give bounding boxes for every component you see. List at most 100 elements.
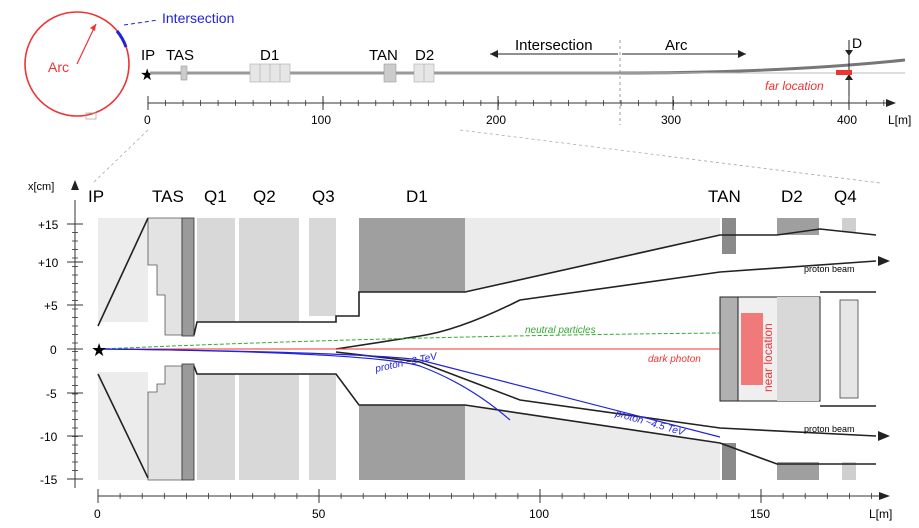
d1-lower	[359, 405, 465, 480]
q2-lower	[239, 374, 299, 480]
ring-arrow	[76, 23, 97, 65]
y-tick-p10: +10	[38, 256, 59, 270]
ring-arc-label: Arc	[48, 59, 69, 75]
magnet-labels: IP TAS Q1 Q2 Q3 D1 TAN D2 Q4	[88, 187, 857, 206]
q3-lower	[309, 374, 336, 480]
ring-inset-box	[85, 112, 97, 120]
top-tick-200: 200	[486, 113, 506, 127]
d1-upper	[359, 218, 465, 292]
top-beamline-arc	[619, 58, 906, 75]
beam-pipe-outlines	[97, 217, 877, 479]
top-tick-0: 0	[144, 113, 151, 127]
label-q2: Q2	[253, 187, 276, 206]
lhc-ring	[24, 11, 130, 117]
label-d1: D1	[406, 187, 428, 206]
pipe-outline-upper-outer	[97, 217, 149, 327]
y-tick-p15: +15	[38, 218, 59, 232]
label-d2: D2	[781, 187, 803, 206]
ip-star-top: ★	[140, 67, 154, 84]
far-location-label: far location	[765, 79, 824, 93]
beam-label-neutral: neutral particles	[525, 325, 596, 336]
tan-absorber-center	[719, 296, 739, 402]
x-tick-150: 150	[750, 507, 770, 521]
label-q3: Q3	[312, 187, 335, 206]
far-location-marker	[836, 70, 852, 75]
d2-center-coil	[777, 297, 819, 401]
beam-label-proton-upper: proton beam	[804, 264, 855, 274]
label-q4: Q4	[834, 187, 857, 206]
top-tick-300: 300	[661, 113, 681, 127]
y-tick-p5: +5	[44, 299, 58, 313]
pipe-outline-lower	[193, 365, 876, 465]
top-region-intersection: Intersection	[515, 37, 593, 54]
ring-arrow-head	[90, 24, 96, 31]
q1-lower	[197, 374, 235, 480]
top-label-tan: TAN	[369, 47, 398, 64]
beam-label-proton-3tev: proton ~3 TeV	[373, 351, 439, 375]
q2-upper	[239, 218, 299, 322]
pipe-outline-upper	[193, 228, 877, 336]
top-label-ip: IP	[141, 47, 155, 64]
tas-lower	[147, 365, 183, 481]
proton-45tev-line	[99, 348, 721, 438]
proton-upper-arrowhead	[878, 256, 890, 266]
tan-lower	[722, 443, 736, 480]
neutral-particles-line	[99, 332, 721, 350]
ring-overview: Arc Intersection	[24, 10, 234, 120]
label-ip: IP	[88, 187, 104, 206]
d2-lower	[777, 462, 819, 480]
beam-pipe-lower-gray	[465, 405, 720, 480]
tas-upper	[147, 217, 183, 336]
q3-upper	[309, 218, 336, 316]
zoom-guide-left	[92, 129, 149, 184]
y-tick-m15: -15	[40, 473, 58, 487]
beam-pipe-upper-gray	[465, 218, 720, 292]
x-tick-0: 0	[94, 507, 101, 521]
near-location-detector: near location	[719, 296, 859, 402]
beam-label-proton-lower: proton beam	[804, 424, 855, 434]
label-tas: TAS	[152, 187, 184, 206]
x-tick-100: 100	[529, 507, 549, 521]
d-label: D	[852, 35, 862, 51]
y-tick-0: 0	[50, 343, 57, 357]
beam-label-dark-photon: dark photon	[648, 354, 701, 365]
q4-upper	[842, 218, 856, 232]
tas-dark-upper	[181, 217, 195, 337]
label-q1: Q1	[204, 187, 227, 206]
x-tick-50: 50	[312, 507, 326, 521]
label-tan: TAN	[708, 187, 741, 206]
top-label-tas: TAS	[166, 47, 194, 64]
near-location-box	[741, 313, 763, 385]
ring-intersection-label: Intersection	[162, 10, 234, 26]
ip-star-main: ★	[91, 340, 107, 360]
intersection-leader	[123, 19, 159, 26]
top-region-arc: Arc	[665, 37, 688, 54]
proton-beam-upper-line	[335, 260, 877, 350]
q4-lower	[842, 462, 856, 480]
x-axis: 0 50 100 150 L[m]	[94, 489, 892, 521]
top-axis-unit: L[m]	[888, 113, 911, 127]
beams	[99, 332, 721, 438]
top-tas-block	[180, 65, 188, 81]
x-axis-unit: L[m]	[869, 507, 892, 521]
near-location-label: near location	[761, 323, 775, 392]
proton-lower-arrowhead	[878, 431, 890, 441]
y-tick-m10: -10	[40, 430, 58, 444]
zoom-guide-right	[459, 129, 881, 184]
pipe-outline-lower-outer	[97, 373, 149, 479]
top-label-d1: D1	[260, 47, 279, 64]
y-axis: x[cm] +15 +10 +5 0 -5 -10 -15	[28, 180, 83, 488]
top-tick-400: 400	[837, 113, 857, 127]
beamline-overview: ★ IP TAS D1 TAN D2 Intersection Arc D fa…	[92, 35, 911, 184]
top-tick-100: 100	[311, 113, 331, 127]
magnets-upper	[98, 217, 856, 337]
intersection-segment	[115, 30, 128, 48]
tan-upper	[722, 218, 736, 254]
y-axis-title: x[cm]	[28, 181, 54, 193]
y-tick-m5: -5	[46, 387, 57, 401]
top-label-d2: D2	[415, 47, 434, 64]
q4-center	[839, 299, 859, 399]
tas-dark-lower	[181, 363, 195, 481]
proton-beam-lower-line	[335, 351, 877, 437]
